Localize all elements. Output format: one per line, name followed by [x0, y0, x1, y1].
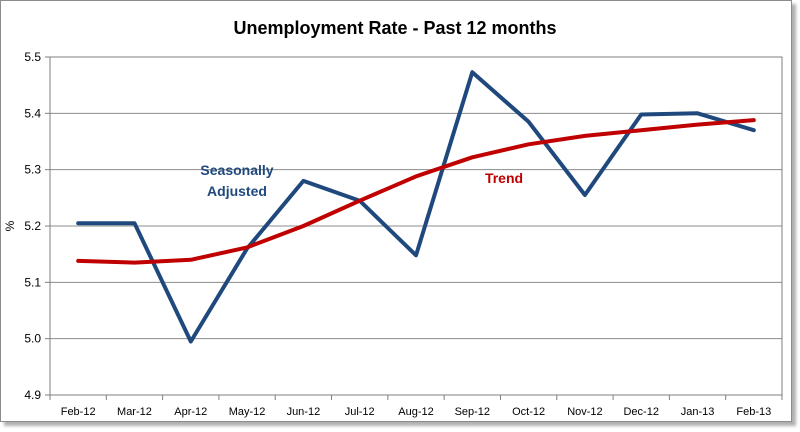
x-axis: Feb-12 Mar-12 Apr-12 May-12 Jun-12 Jul-12 Aug-…	[49, 395, 783, 418]
x-tick-label: Aug-12	[398, 406, 433, 418]
x-tick-label: Mar-12	[117, 406, 152, 418]
annotation-seasonally: Seasonally	[200, 162, 273, 178]
x-tick-label: Sep-12	[455, 406, 490, 418]
y-tick-label: 5.4	[24, 106, 41, 120]
x-tick-label: Jun-12	[287, 406, 321, 418]
y-tick-label: 5.0	[24, 332, 41, 346]
x-tick-label: Feb-12	[61, 406, 96, 418]
x-tick-label: May-12	[229, 406, 266, 418]
x-tick-label: Nov-12	[567, 406, 602, 418]
x-tick-label: Feb-13	[736, 406, 771, 418]
x-tick-label: Apr-12	[174, 406, 207, 418]
y-tick-label: 5.3	[24, 163, 41, 177]
annotation-trend: Trend	[485, 170, 523, 186]
y-tick-label: 4.9	[24, 388, 41, 402]
y-axis-label: %	[3, 220, 17, 231]
annotation-adjusted: Adjusted	[207, 183, 267, 199]
series-line-trend	[76, 118, 756, 265]
y-tick-label: 5.1	[24, 275, 41, 289]
y-tick-label: 5.5	[24, 50, 41, 64]
x-tick-label: Jan-13	[681, 406, 715, 418]
y-tick-label: 5.2	[24, 219, 41, 233]
x-tick-label: Dec-12	[623, 406, 658, 418]
chart-title: Unemployment Rate - Past 12 months	[233, 18, 556, 38]
y-axis: 4.9 5.0 5.1 5.2 5.3 5.4 5.5	[24, 50, 50, 402]
x-tick-label: Oct-12	[512, 406, 545, 418]
series-line-seasonally-adjusted	[76, 70, 756, 344]
series-lines	[76, 70, 756, 344]
x-tick-label: Jul-12	[345, 406, 375, 418]
gridlines	[50, 112, 782, 340]
chart-frame	[0, 0, 792, 422]
